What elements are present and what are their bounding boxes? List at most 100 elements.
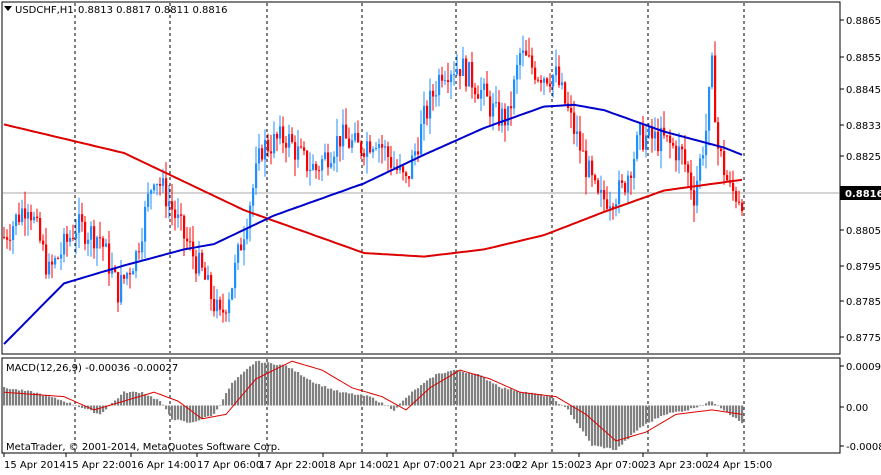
- macd-panel[interactable]: 0.00092 0.00 -0.00087 MACD(12,26,9) -0.000…: [1, 357, 881, 454]
- macd-bar: [357, 394, 360, 406]
- price-panel[interactable]: 0.88650.88550.88450.88330.88250.88150.88…: [1, 1, 881, 355]
- macd-bar: [291, 368, 294, 406]
- bear-candle: [66, 233, 69, 242]
- macd-bar: [399, 403, 402, 406]
- macd-bar: [144, 394, 147, 406]
- macd-bar: [246, 368, 249, 406]
- macd-bar: [171, 405, 174, 420]
- macd-bar: [717, 405, 720, 407]
- bull-candle: [279, 126, 282, 139]
- bear-candle: [171, 201, 174, 210]
- macd-bar: [33, 392, 36, 406]
- macd-bar: [18, 390, 21, 406]
- time-tick-label: 21 Apr 07:00: [387, 460, 452, 471]
- bear-candle: [459, 69, 462, 76]
- bear-candle: [303, 147, 306, 151]
- macd-bar: [498, 386, 501, 406]
- bear-candle: [339, 136, 342, 147]
- bull-candle: [96, 237, 99, 249]
- bull-candle: [639, 123, 642, 136]
- macd-bar: [654, 405, 657, 419]
- macd-tick-label: -0.00087: [846, 442, 881, 453]
- macd-bar: [528, 393, 531, 406]
- macd-bar: [729, 405, 732, 416]
- bear-candle: [6, 237, 9, 240]
- macd-bar: [591, 405, 594, 446]
- bear-candle: [603, 190, 606, 200]
- copyright-text: MetaTrader, © 2001-2014, MetaQuotes Soft…: [6, 442, 280, 453]
- macd-bar: [552, 398, 555, 406]
- bear-candle: [402, 166, 405, 173]
- bear-candle: [360, 142, 363, 154]
- bear-candle: [582, 150, 585, 152]
- macd-bar: [564, 405, 567, 407]
- macd-bar: [651, 405, 654, 422]
- macd-bar: [57, 399, 60, 406]
- macd-bar: [90, 405, 93, 411]
- bear-candle: [447, 80, 450, 83]
- macd-bar: [447, 371, 450, 406]
- bear-candle: [681, 146, 684, 150]
- bear-candle: [741, 202, 744, 212]
- macd-bar: [627, 405, 630, 440]
- macd-bar: [531, 392, 534, 406]
- bull-candle: [372, 148, 375, 153]
- bull-candle: [393, 166, 396, 168]
- macd-bar: [426, 380, 429, 406]
- bull-candle: [636, 135, 639, 159]
- current-price-label: 0.8816: [845, 189, 881, 200]
- bull-candle: [696, 180, 699, 206]
- macd-bar: [711, 401, 714, 406]
- macd-bar: [51, 397, 54, 406]
- macd-bar: [150, 396, 153, 406]
- bull-candle: [627, 175, 630, 193]
- bear-candle: [540, 79, 543, 83]
- bull-candle: [429, 90, 432, 119]
- macd-bar: [585, 405, 588, 437]
- macd-bar: [723, 405, 726, 411]
- bear-candle: [117, 272, 120, 303]
- bear-candle: [357, 133, 360, 143]
- macd-bar: [483, 377, 486, 406]
- bear-candle: [546, 78, 549, 84]
- macd-bar: [204, 405, 207, 418]
- bull-candle: [153, 184, 156, 191]
- symbol-dropdown-icon[interactable]: [4, 6, 12, 11]
- macd-bar: [297, 372, 300, 406]
- bear-candle: [471, 61, 474, 88]
- bear-candle: [417, 151, 420, 155]
- bull-candle: [63, 233, 66, 255]
- bull-candle: [111, 268, 114, 274]
- macd-bar: [345, 392, 348, 406]
- bear-candle: [18, 214, 21, 223]
- macd-bar: [732, 405, 735, 418]
- bear-candle: [225, 312, 228, 314]
- bear-candle: [732, 182, 735, 192]
- bull-candle: [654, 131, 657, 139]
- macd-histogram: [3, 360, 744, 450]
- bear-candle: [624, 182, 627, 193]
- macd-bar: [234, 380, 237, 406]
- bear-candle: [81, 214, 84, 222]
- bear-candle: [222, 309, 225, 313]
- bear-candle: [93, 226, 96, 249]
- time-tick-label: 15 Apr 22:00: [66, 460, 131, 471]
- bear-candle: [693, 190, 696, 206]
- macd-bar: [612, 405, 615, 450]
- macd-bar: [201, 405, 204, 419]
- macd-bar: [306, 378, 309, 406]
- bull-candle: [309, 169, 312, 172]
- macd-bar: [168, 405, 171, 415]
- bear-candle: [189, 241, 192, 243]
- macd-bar: [570, 405, 573, 415]
- bull-candle: [600, 190, 603, 193]
- bear-candle: [318, 170, 321, 172]
- bull-candle: [462, 58, 465, 76]
- bull-candle: [450, 74, 453, 83]
- bull-candle: [552, 75, 555, 87]
- macd-bar: [384, 405, 387, 406]
- macd-bar: [186, 405, 189, 423]
- ma-fast-line: [3, 103, 743, 345]
- bull-candle: [141, 241, 144, 253]
